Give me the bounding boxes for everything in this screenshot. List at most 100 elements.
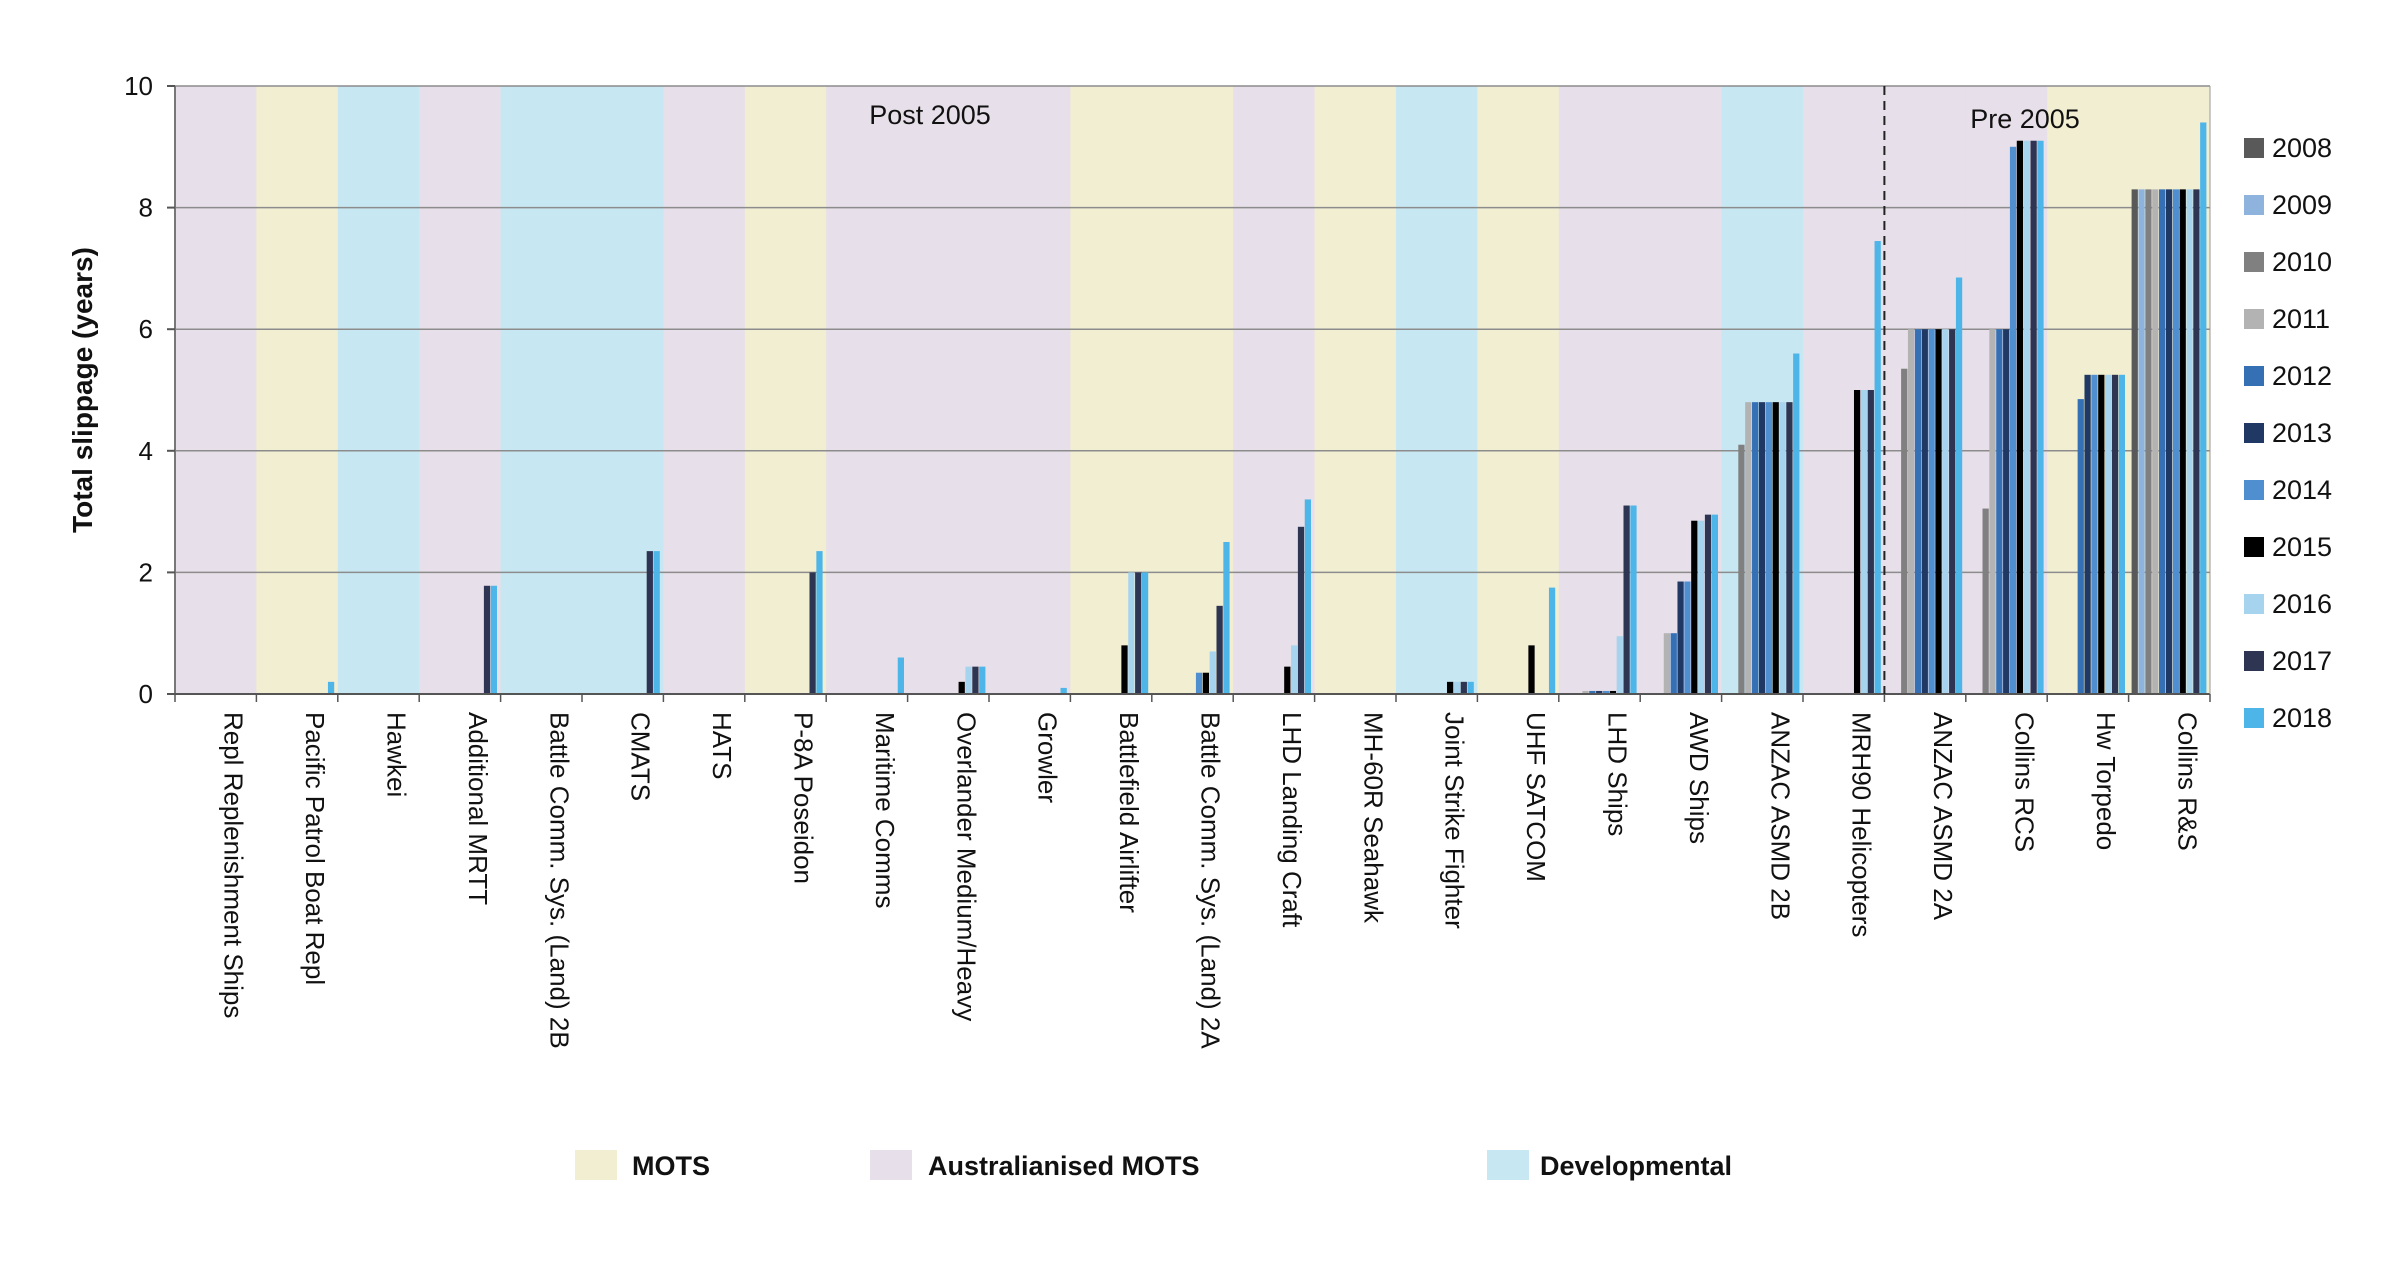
- bar-2015-13: [1284, 666, 1291, 694]
- bar-2010-24: [2145, 189, 2152, 695]
- bar-2013-17: [1596, 690, 1603, 694]
- series-legend: 2008 2009 2010 2011 2012 2013 2014 2015 2016 2017…: [2244, 133, 2332, 733]
- class-swatch-A: [870, 1150, 912, 1180]
- x-tick-label-19: ANZAC ASMD 2B: [1765, 712, 1795, 920]
- bar-2008-24: [2131, 189, 2138, 695]
- legend-label-2017: 2017: [2272, 646, 2332, 676]
- x-tick-label-22: Collins RCS: [2010, 712, 2040, 852]
- bar-2016-15: [1453, 681, 1461, 694]
- band-0: [175, 86, 257, 694]
- bar-2015-17: [1609, 690, 1617, 694]
- bar-2018-3: [490, 585, 497, 694]
- x-tick-label-0: Repl Replenishment Ships: [219, 712, 249, 1018]
- bar-2011-18: [1663, 633, 1671, 694]
- bar-2017-18: [1704, 514, 1712, 694]
- bar-2017-3: [483, 585, 491, 694]
- bar-2011-22: [1989, 329, 1996, 694]
- band-6: [663, 86, 746, 694]
- legend-label-2010: 2010: [2272, 247, 2332, 277]
- x-tick-label-11: Battlefield Airlifter: [1114, 712, 1144, 913]
- bar-2017-23: [2111, 374, 2119, 694]
- band-15: [1396, 86, 1478, 694]
- bar-2014-19: [1765, 402, 1772, 694]
- legend-label-2018: 2018: [2272, 703, 2332, 733]
- bar-2012-23: [2077, 399, 2084, 694]
- legend-label-2015: 2015: [2272, 532, 2332, 562]
- bar-2017-12: [1216, 605, 1223, 694]
- band-1: [256, 86, 339, 694]
- bar-2016-21: [1942, 329, 1949, 694]
- bar-2018-19: [1793, 353, 1800, 694]
- bar-2015-15: [1446, 681, 1454, 694]
- bar-2018-23: [2118, 374, 2125, 694]
- bar-2010-21: [1901, 368, 1908, 694]
- x-tick-label-20: MRH90 Helicopters: [1847, 712, 1877, 937]
- bar-2014-18: [1684, 581, 1691, 694]
- class-swatch-D: [1487, 1150, 1529, 1180]
- bar-2017-17: [1623, 505, 1630, 694]
- legend-swatch-2012: [2244, 366, 2264, 386]
- legend-swatch-2011: [2244, 309, 2264, 329]
- bar-2016-23: [2105, 374, 2112, 694]
- bar-2009-24: [2138, 189, 2145, 695]
- class-swatch-M: [575, 1150, 617, 1180]
- y-tick-label-0: 0: [139, 679, 153, 709]
- bar-2018-20: [1874, 241, 1881, 695]
- bar-2015-11: [1121, 645, 1128, 694]
- legend-label-2012: 2012: [2272, 361, 2332, 391]
- legend-label-2008: 2008: [2272, 133, 2332, 163]
- bar-2018-15: [1467, 681, 1474, 694]
- class-label-M: MOTS: [632, 1151, 710, 1181]
- bar-2018-1: [327, 681, 335, 694]
- x-tick-label-18: AWD Ships: [1684, 712, 1714, 844]
- pre-2005-label: Pre 2005: [1970, 104, 2080, 134]
- legend-swatch-2014: [2244, 480, 2264, 500]
- x-tick-label-7: P-8A Poseidon: [789, 712, 819, 884]
- legend-swatch-2009: [2244, 195, 2264, 215]
- x-tick-label-3: Additional MRTT: [463, 712, 493, 905]
- legend-label-2011: 2011: [2272, 304, 2330, 334]
- legend-label-2014: 2014: [2272, 475, 2332, 505]
- bar-2014-17: [1602, 690, 1610, 694]
- bar-2018-16: [1548, 587, 1556, 694]
- y-tick-label-1: 2: [139, 557, 153, 587]
- x-tick-label-12: Battle Comm. Sys. (Land) 2A: [1196, 712, 1226, 1049]
- band-2: [337, 86, 420, 694]
- bar-2015-16: [1528, 645, 1535, 694]
- legend-swatch-2017: [2244, 651, 2264, 671]
- bar-2013-19: [1758, 402, 1766, 694]
- band-14: [1314, 86, 1397, 694]
- bar-2016-22: [2023, 140, 2030, 695]
- x-tick-label-5: CMATS: [626, 712, 656, 801]
- x-tick-label-14: MH-60R Seahawk: [1358, 712, 1388, 924]
- bar-2018-9: [979, 666, 986, 694]
- bar-2014-21: [1928, 329, 1935, 694]
- bar-2016-18: [1698, 520, 1705, 694]
- bar-2018-13: [1304, 499, 1311, 694]
- bar-2013-24: [2165, 189, 2173, 695]
- bar-2012-17: [1589, 690, 1596, 694]
- bar-2015-22: [2016, 140, 2024, 695]
- bar-2016-20: [1860, 390, 1868, 694]
- bar-2018-22: [2037, 140, 2044, 695]
- bar-2016-24: [2186, 189, 2193, 695]
- x-tick-label-6: HATS: [707, 712, 737, 779]
- bar-2013-18: [1677, 581, 1684, 694]
- x-tick-label-9: Overlander Medium/Heavy: [951, 712, 981, 1021]
- classification-legend: MOTS Australianised MOTS Developmental: [575, 1150, 1732, 1181]
- bar-2017-13: [1297, 526, 1305, 694]
- legend-swatch-2008: [2244, 138, 2264, 158]
- x-tick-label-21: ANZAC ASMD 2A: [1928, 712, 1958, 921]
- class-label-D: Developmental: [1540, 1151, 1732, 1181]
- x-tick-label-4: Battle Comm. Sys. (Land) 2B: [544, 712, 574, 1049]
- bar-2014-24: [2172, 189, 2179, 695]
- bar-2014-12: [1195, 672, 1203, 694]
- bar-2015-24: [2179, 189, 2186, 695]
- bar-2013-21: [1921, 329, 1928, 694]
- bar-2011-17: [1582, 690, 1589, 694]
- bar-2017-19: [1786, 402, 1793, 694]
- bar-2018-21: [1955, 277, 1963, 694]
- bar-2016-17: [1616, 636, 1623, 694]
- bar-2018-10: [1060, 687, 1067, 694]
